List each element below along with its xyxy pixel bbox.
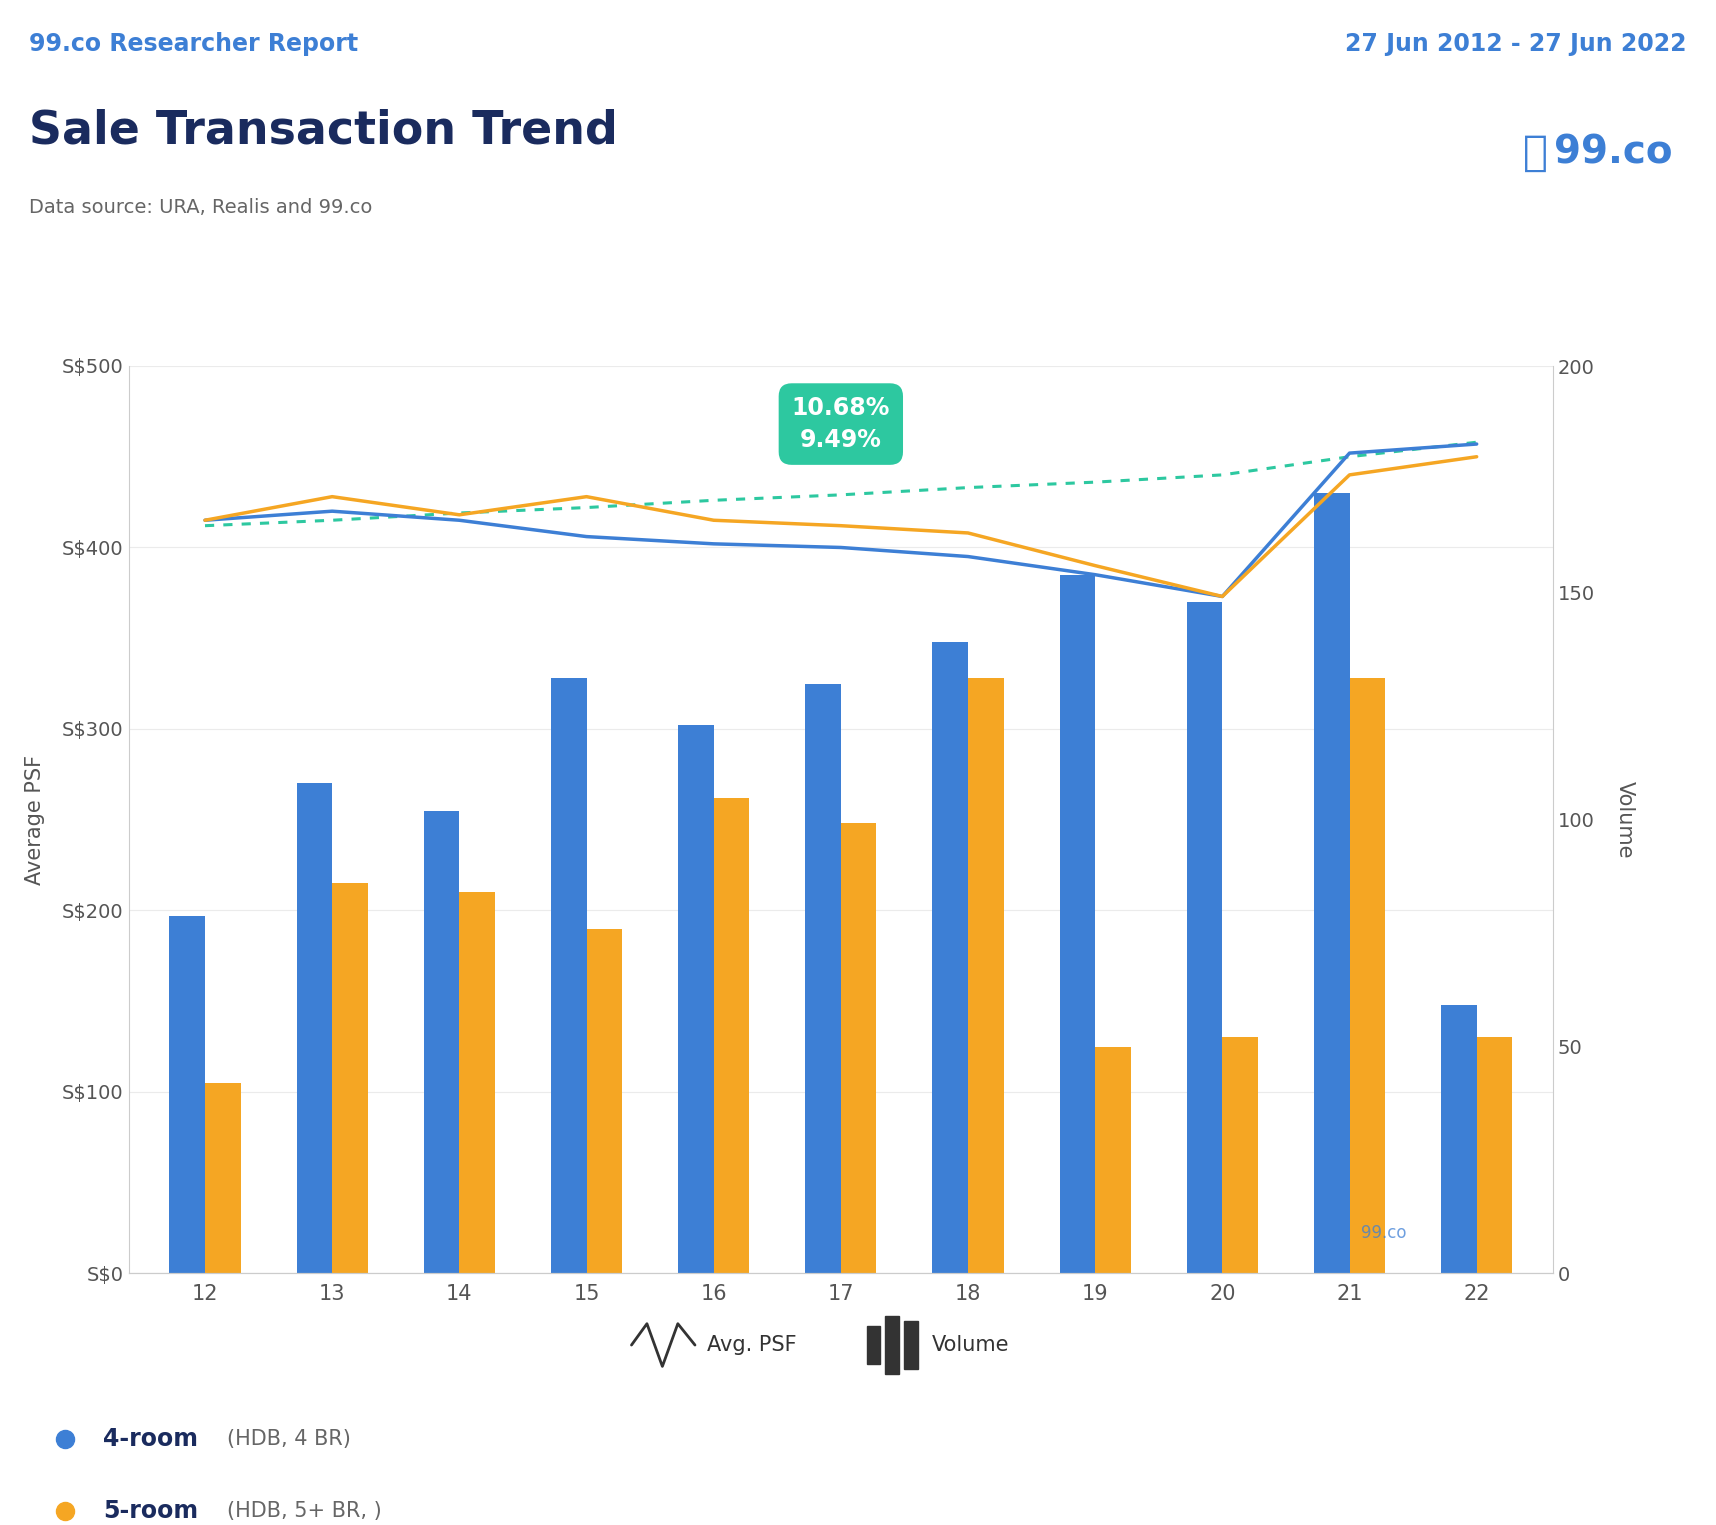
- Bar: [1059, 575, 1095, 1273]
- Bar: [297, 784, 333, 1273]
- Text: 10.68%
9.49%: 10.68% 9.49%: [791, 396, 891, 451]
- Bar: [1222, 1037, 1258, 1273]
- Bar: [867, 1327, 880, 1363]
- Y-axis label: Average PSF: Average PSF: [26, 755, 45, 884]
- Bar: [1187, 602, 1222, 1273]
- Bar: [1095, 1046, 1131, 1273]
- Bar: [170, 917, 204, 1273]
- Bar: [587, 929, 623, 1273]
- Bar: [297, 784, 333, 1273]
- Text: ⦿: ⦿: [1524, 131, 1548, 174]
- Text: 27 Jun 2012 - 27 Jun 2022: 27 Jun 2012 - 27 Jun 2022: [1345, 32, 1687, 56]
- Bar: [1314, 493, 1349, 1273]
- Bar: [805, 683, 841, 1273]
- Bar: [424, 811, 460, 1273]
- Text: (HDB, 4 BR): (HDB, 4 BR): [227, 1429, 350, 1449]
- Text: (HDB, 5+ BR, ): (HDB, 5+ BR, ): [227, 1502, 381, 1522]
- Text: Data source: URA, Realis and 99.co: Data source: URA, Realis and 99.co: [29, 198, 372, 217]
- Y-axis label: Volume: Volume: [1615, 781, 1634, 859]
- Bar: [714, 798, 750, 1273]
- Bar: [968, 679, 1004, 1273]
- Bar: [805, 683, 841, 1273]
- Bar: [904, 1321, 918, 1369]
- Bar: [1187, 602, 1222, 1273]
- Bar: [1059, 575, 1095, 1273]
- Text: Sale Transaction Trend: Sale Transaction Trend: [29, 108, 618, 154]
- Bar: [1477, 1037, 1512, 1273]
- Bar: [1314, 493, 1349, 1273]
- Text: 99.co: 99.co: [1361, 1223, 1405, 1241]
- Bar: [424, 811, 460, 1273]
- Bar: [170, 917, 204, 1273]
- Bar: [204, 1083, 240, 1273]
- Bar: [1441, 1005, 1477, 1273]
- Bar: [841, 824, 877, 1273]
- Text: 4-room: 4-room: [103, 1427, 197, 1450]
- Bar: [885, 1316, 899, 1374]
- Bar: [932, 642, 968, 1273]
- Bar: [460, 892, 494, 1273]
- Text: Volume: Volume: [932, 1334, 1009, 1356]
- Bar: [1349, 679, 1385, 1273]
- Text: 99.co: 99.co: [1553, 134, 1673, 171]
- Bar: [1441, 1005, 1477, 1273]
- Text: ⦿: ⦿: [1332, 1223, 1342, 1241]
- Text: 5-room: 5-room: [103, 1499, 197, 1523]
- Bar: [333, 883, 367, 1273]
- Bar: [551, 679, 587, 1273]
- Text: Avg. PSF: Avg. PSF: [707, 1334, 796, 1356]
- Bar: [678, 726, 714, 1273]
- Bar: [932, 642, 968, 1273]
- Text: 99.co Researcher Report: 99.co Researcher Report: [29, 32, 359, 56]
- Bar: [678, 726, 714, 1273]
- Bar: [551, 679, 587, 1273]
